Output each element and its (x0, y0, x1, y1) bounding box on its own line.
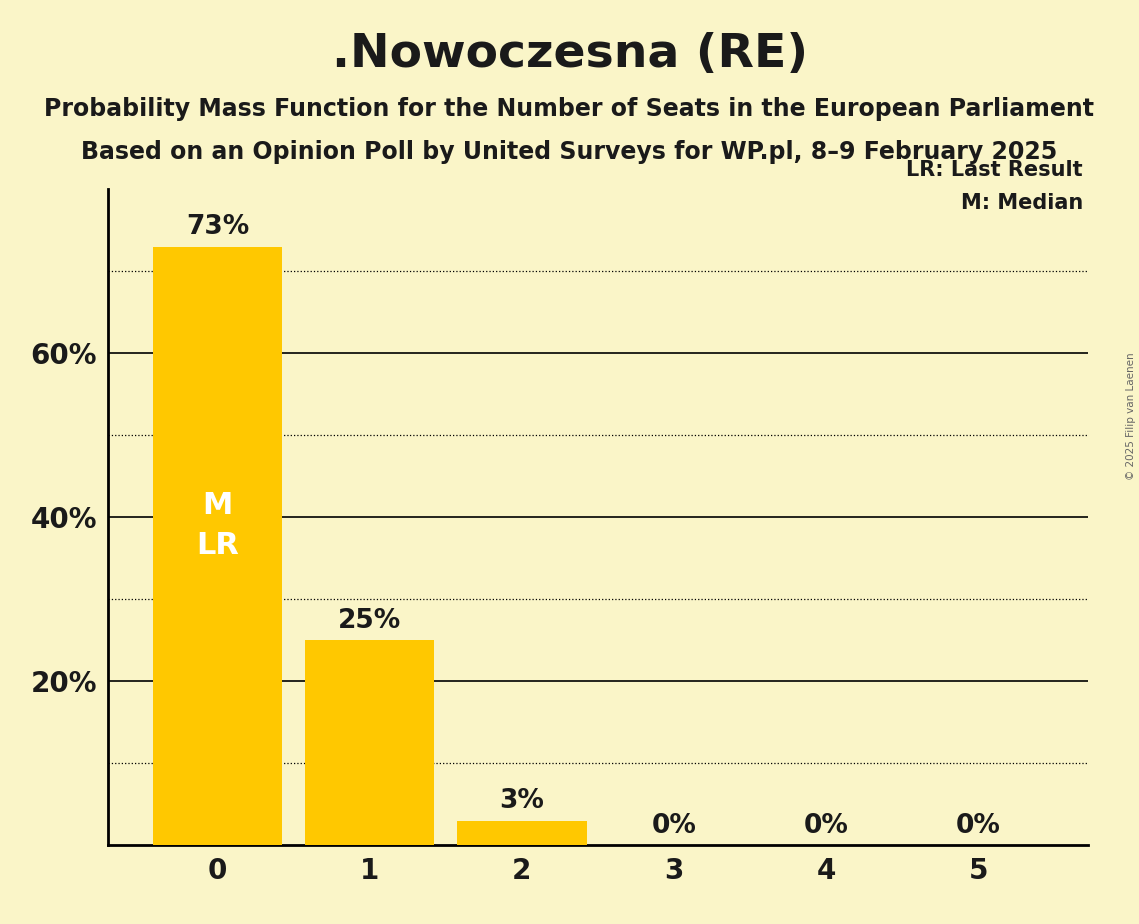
Bar (305, 640, 434, 845)
Text: Probability Mass Function for the Number of Seats in the European Parliament: Probability Mass Function for the Number… (44, 97, 1095, 121)
Text: 0%: 0% (652, 813, 697, 839)
Text: Based on an Opinion Poll by United Surveys for WP.pl, 8–9 February 2025: Based on an Opinion Poll by United Surve… (81, 140, 1058, 164)
Text: LR: Last Result: LR: Last Result (907, 160, 1083, 180)
Text: 73%: 73% (186, 214, 249, 240)
Text: .Nowoczesna (RE): .Nowoczesna (RE) (331, 32, 808, 78)
Bar (457, 821, 587, 845)
Text: © 2025 Filip van Laenen: © 2025 Filip van Laenen (1126, 352, 1136, 480)
Text: M: Median: M: Median (960, 193, 1083, 213)
Text: 0%: 0% (956, 813, 1001, 839)
Text: M
LR: M LR (196, 491, 239, 560)
Text: 3%: 3% (499, 788, 544, 814)
Text: 0%: 0% (804, 813, 849, 839)
Text: 25%: 25% (338, 608, 401, 634)
Bar (153, 247, 282, 845)
